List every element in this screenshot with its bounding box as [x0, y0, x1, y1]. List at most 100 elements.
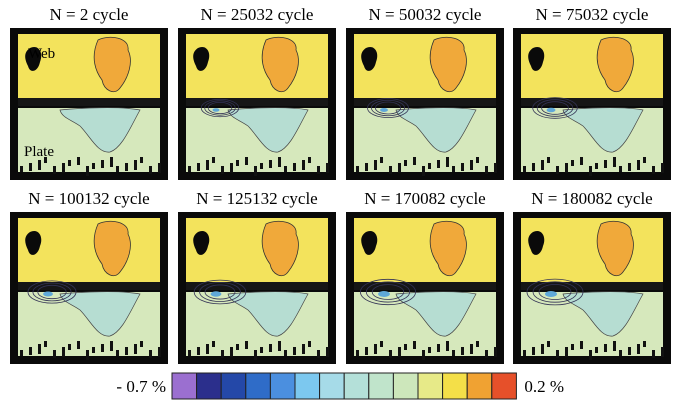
speckle [254, 166, 257, 176]
speckle [317, 350, 320, 358]
speckle [637, 160, 640, 170]
debond-band [18, 282, 160, 290]
speckle [188, 350, 191, 356]
speckle [278, 341, 281, 351]
colorbar-cell [491, 372, 517, 400]
web-label: Web [28, 46, 55, 62]
speckle [628, 347, 631, 355]
speckle [269, 344, 272, 352]
speckle [212, 341, 215, 347]
speckle [110, 157, 113, 167]
speckle [619, 166, 622, 172]
speckle [116, 166, 119, 172]
speckle [38, 344, 41, 354]
panel-title: N = 25032 cycle [201, 5, 314, 24]
speckle [580, 157, 583, 165]
void-spot [361, 46, 378, 71]
speckle [428, 347, 431, 353]
web-high-zone [429, 220, 467, 277]
speckle [541, 344, 544, 354]
colorbar-cell [269, 372, 296, 400]
speckle [643, 157, 646, 163]
speckle [230, 347, 233, 357]
speckle [158, 347, 161, 357]
speckle [101, 160, 104, 168]
strain-map [10, 212, 168, 364]
speckle [556, 350, 559, 358]
speckle [68, 160, 71, 166]
speckle [149, 166, 152, 174]
speckle [230, 163, 233, 173]
speckle [452, 166, 455, 172]
web-region [521, 34, 663, 98]
speckle [461, 163, 464, 171]
speckle [485, 166, 488, 174]
speckle [652, 166, 655, 174]
speckle [452, 350, 455, 356]
speckle [62, 347, 65, 357]
peak-zone [546, 107, 556, 113]
speckle [77, 157, 80, 165]
peak-zone [212, 108, 220, 112]
void-spot [528, 46, 545, 71]
speckle [212, 157, 215, 163]
plate-label: Plate [24, 144, 54, 160]
speckle [494, 163, 497, 173]
contour [532, 97, 578, 119]
speckle [236, 160, 239, 166]
debond-band [521, 98, 663, 106]
contour [27, 280, 77, 304]
speckle [389, 166, 392, 174]
web-region [521, 218, 663, 282]
peak-zone [378, 291, 390, 297]
peak-zone [210, 291, 222, 297]
strain-map [346, 28, 504, 180]
colorbar-cell [220, 372, 247, 400]
speckle [356, 350, 359, 356]
speckle [556, 166, 559, 174]
speckle [20, 166, 23, 172]
web-region [354, 34, 496, 98]
speckle [53, 166, 56, 174]
speckle [494, 347, 497, 357]
speckle [541, 160, 544, 170]
speckle [236, 344, 239, 350]
colorbar-cell [343, 372, 370, 400]
web-high-zone [93, 220, 131, 277]
speckle [206, 344, 209, 354]
speckle [652, 350, 655, 358]
colorbar-min-label: - 0.7 % [116, 377, 166, 396]
speckle [446, 157, 449, 167]
speckle [437, 344, 440, 352]
speckle [86, 350, 89, 360]
speckle [532, 347, 535, 355]
speckle [571, 160, 574, 166]
speckle [661, 347, 664, 357]
speckle [188, 166, 191, 172]
colorbar-cell [392, 372, 419, 400]
speckle [302, 160, 305, 170]
web-high-zone [596, 220, 634, 277]
speckle [532, 163, 535, 171]
speckle [571, 344, 574, 350]
colorbar-cell [417, 372, 444, 400]
speckle [110, 341, 113, 351]
strain-map [346, 212, 504, 364]
speckle [269, 160, 272, 168]
strain-map [10, 28, 168, 180]
contour [37, 284, 67, 300]
contour [365, 281, 411, 303]
web-region [186, 34, 328, 98]
void-spot [25, 230, 42, 255]
speckle [613, 341, 616, 351]
speckle [206, 160, 209, 170]
panel-title: N = 180082 cycle [531, 189, 652, 208]
speckle [413, 157, 416, 165]
speckle [116, 350, 119, 356]
panel-title: N = 75032 cycle [536, 5, 649, 24]
speckle [461, 347, 464, 355]
web-high-zone [261, 220, 299, 277]
colorbar-max-label: 0.2 % [524, 377, 564, 396]
plate-low-zone [562, 291, 644, 337]
speckle [661, 163, 664, 173]
